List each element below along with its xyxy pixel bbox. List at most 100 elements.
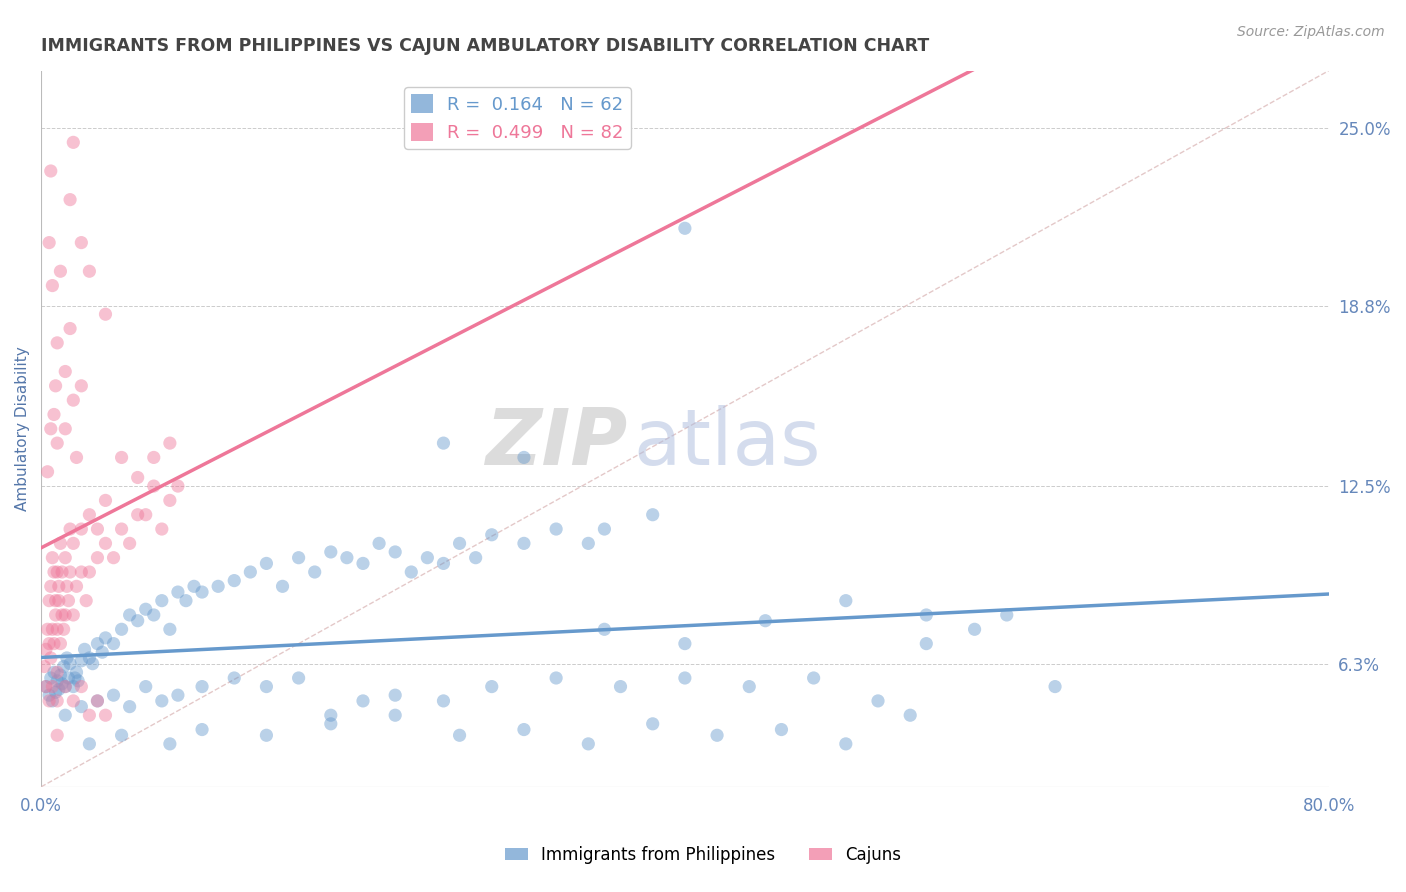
Point: [41, 278, 63, 293]
Point: [254, 557, 277, 571]
Point: [59, 657, 82, 671]
Point: [135, 680, 157, 694]
Point: [915, 607, 938, 622]
Point: [995, 607, 1018, 622]
Text: atlas: atlas: [633, 405, 821, 481]
Point: [39, 651, 62, 665]
Point: [898, 708, 921, 723]
Point: [641, 716, 664, 731]
Point: [254, 680, 277, 694]
Point: [1043, 680, 1066, 694]
Point: [239, 565, 262, 579]
Point: [416, 550, 439, 565]
Point: [94, 631, 117, 645]
Point: [319, 716, 342, 731]
Point: [319, 708, 342, 723]
Point: [576, 737, 599, 751]
Point: [915, 637, 938, 651]
Point: [46, 622, 69, 636]
Point: [46, 728, 69, 742]
Point: [167, 585, 190, 599]
Point: [62, 536, 84, 550]
Point: [86, 694, 108, 708]
Point: [142, 607, 165, 622]
Point: [835, 593, 858, 607]
Point: [49, 637, 72, 651]
Point: [207, 579, 229, 593]
Point: [103, 688, 125, 702]
Point: [432, 557, 454, 571]
Point: [79, 264, 101, 278]
Point: [159, 737, 181, 751]
Point: [432, 694, 454, 708]
Point: [513, 536, 536, 550]
Point: [45, 607, 67, 622]
Point: [52, 659, 75, 673]
Point: [319, 545, 342, 559]
Point: [963, 622, 986, 636]
Point: [150, 522, 173, 536]
Point: [142, 479, 165, 493]
Point: [62, 393, 84, 408]
Point: [53, 550, 76, 565]
Text: IMMIGRANTS FROM PHILIPPINES VS CAJUN AMBULATORY DISABILITY CORRELATION CHART: IMMIGRANTS FROM PHILIPPINES VS CAJUN AMB…: [41, 37, 929, 55]
Point: [481, 528, 503, 542]
Point: [56, 579, 79, 593]
Point: [103, 550, 125, 565]
Point: [127, 614, 149, 628]
Point: [127, 508, 149, 522]
Text: ZIP: ZIP: [485, 405, 627, 481]
Point: [167, 479, 190, 493]
Point: [641, 508, 664, 522]
Point: [59, 565, 82, 579]
Point: [79, 565, 101, 579]
Point: [49, 264, 72, 278]
Point: [135, 508, 157, 522]
Point: [401, 565, 423, 579]
Point: [86, 637, 108, 651]
Point: [51, 565, 73, 579]
Point: [224, 574, 246, 588]
Point: [770, 723, 793, 737]
Point: [62, 694, 84, 708]
Point: [53, 680, 76, 694]
Point: [70, 680, 93, 694]
Point: [82, 657, 104, 671]
Point: [159, 436, 181, 450]
Point: [39, 579, 62, 593]
Point: [53, 364, 76, 378]
Point: [70, 379, 93, 393]
Point: [183, 579, 205, 593]
Point: [35, 680, 58, 694]
Point: [142, 450, 165, 465]
Point: [48, 579, 70, 593]
Point: [94, 536, 117, 550]
Point: [336, 550, 359, 565]
Point: [46, 694, 69, 708]
Point: [48, 682, 70, 697]
Point: [94, 708, 117, 723]
Legend: Immigrants from Philippines, Cajuns: Immigrants from Philippines, Cajuns: [498, 839, 908, 871]
Point: [86, 694, 108, 708]
Point: [110, 728, 132, 742]
Point: [35, 680, 58, 694]
Point: [51, 677, 73, 691]
Point: [59, 193, 82, 207]
Point: [70, 235, 93, 250]
Point: [48, 593, 70, 607]
Point: [287, 671, 309, 685]
Point: [41, 622, 63, 636]
Point: [304, 565, 326, 579]
Point: [91, 645, 114, 659]
Point: [352, 694, 374, 708]
Point: [191, 585, 214, 599]
Point: [866, 694, 889, 708]
Point: [59, 522, 82, 536]
Point: [52, 622, 75, 636]
Point: [51, 607, 73, 622]
Point: [673, 637, 696, 651]
Point: [118, 699, 141, 714]
Point: [42, 637, 65, 651]
Point: [56, 651, 79, 665]
Y-axis label: Ambulatory Disability: Ambulatory Disability: [15, 346, 30, 511]
